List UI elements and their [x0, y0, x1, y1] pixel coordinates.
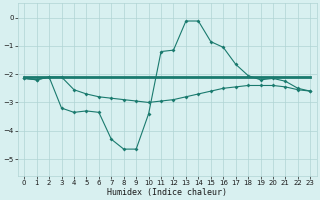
X-axis label: Humidex (Indice chaleur): Humidex (Indice chaleur) — [107, 188, 227, 197]
